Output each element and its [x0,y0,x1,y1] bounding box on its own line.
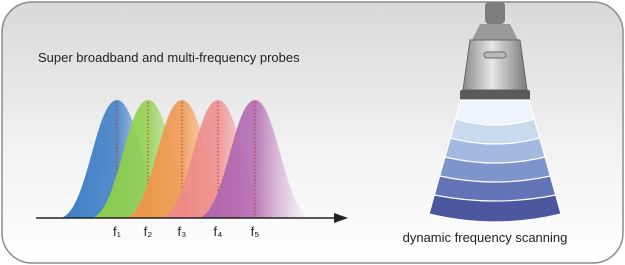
page: {"title": "Super broadband and multi-fre… [0,0,625,265]
frequency-label: f₁ [113,224,122,239]
frequency-label: f₂ [144,224,153,239]
title: Super broadband and multi-frequency prob… [38,50,300,65]
probe-body [463,40,527,90]
frequency-label: f₅ [251,224,260,239]
probe-tip [460,90,530,100]
diagram: Super broadband and multi-frequency prob… [0,0,625,265]
frequency-label: f₃ [178,224,187,239]
probe-button [484,52,506,58]
frequency-label: f₄ [214,224,223,239]
probe-neck [472,24,518,40]
probe-cable [485,2,505,24]
caption: dynamic frequency scanning [403,230,568,245]
